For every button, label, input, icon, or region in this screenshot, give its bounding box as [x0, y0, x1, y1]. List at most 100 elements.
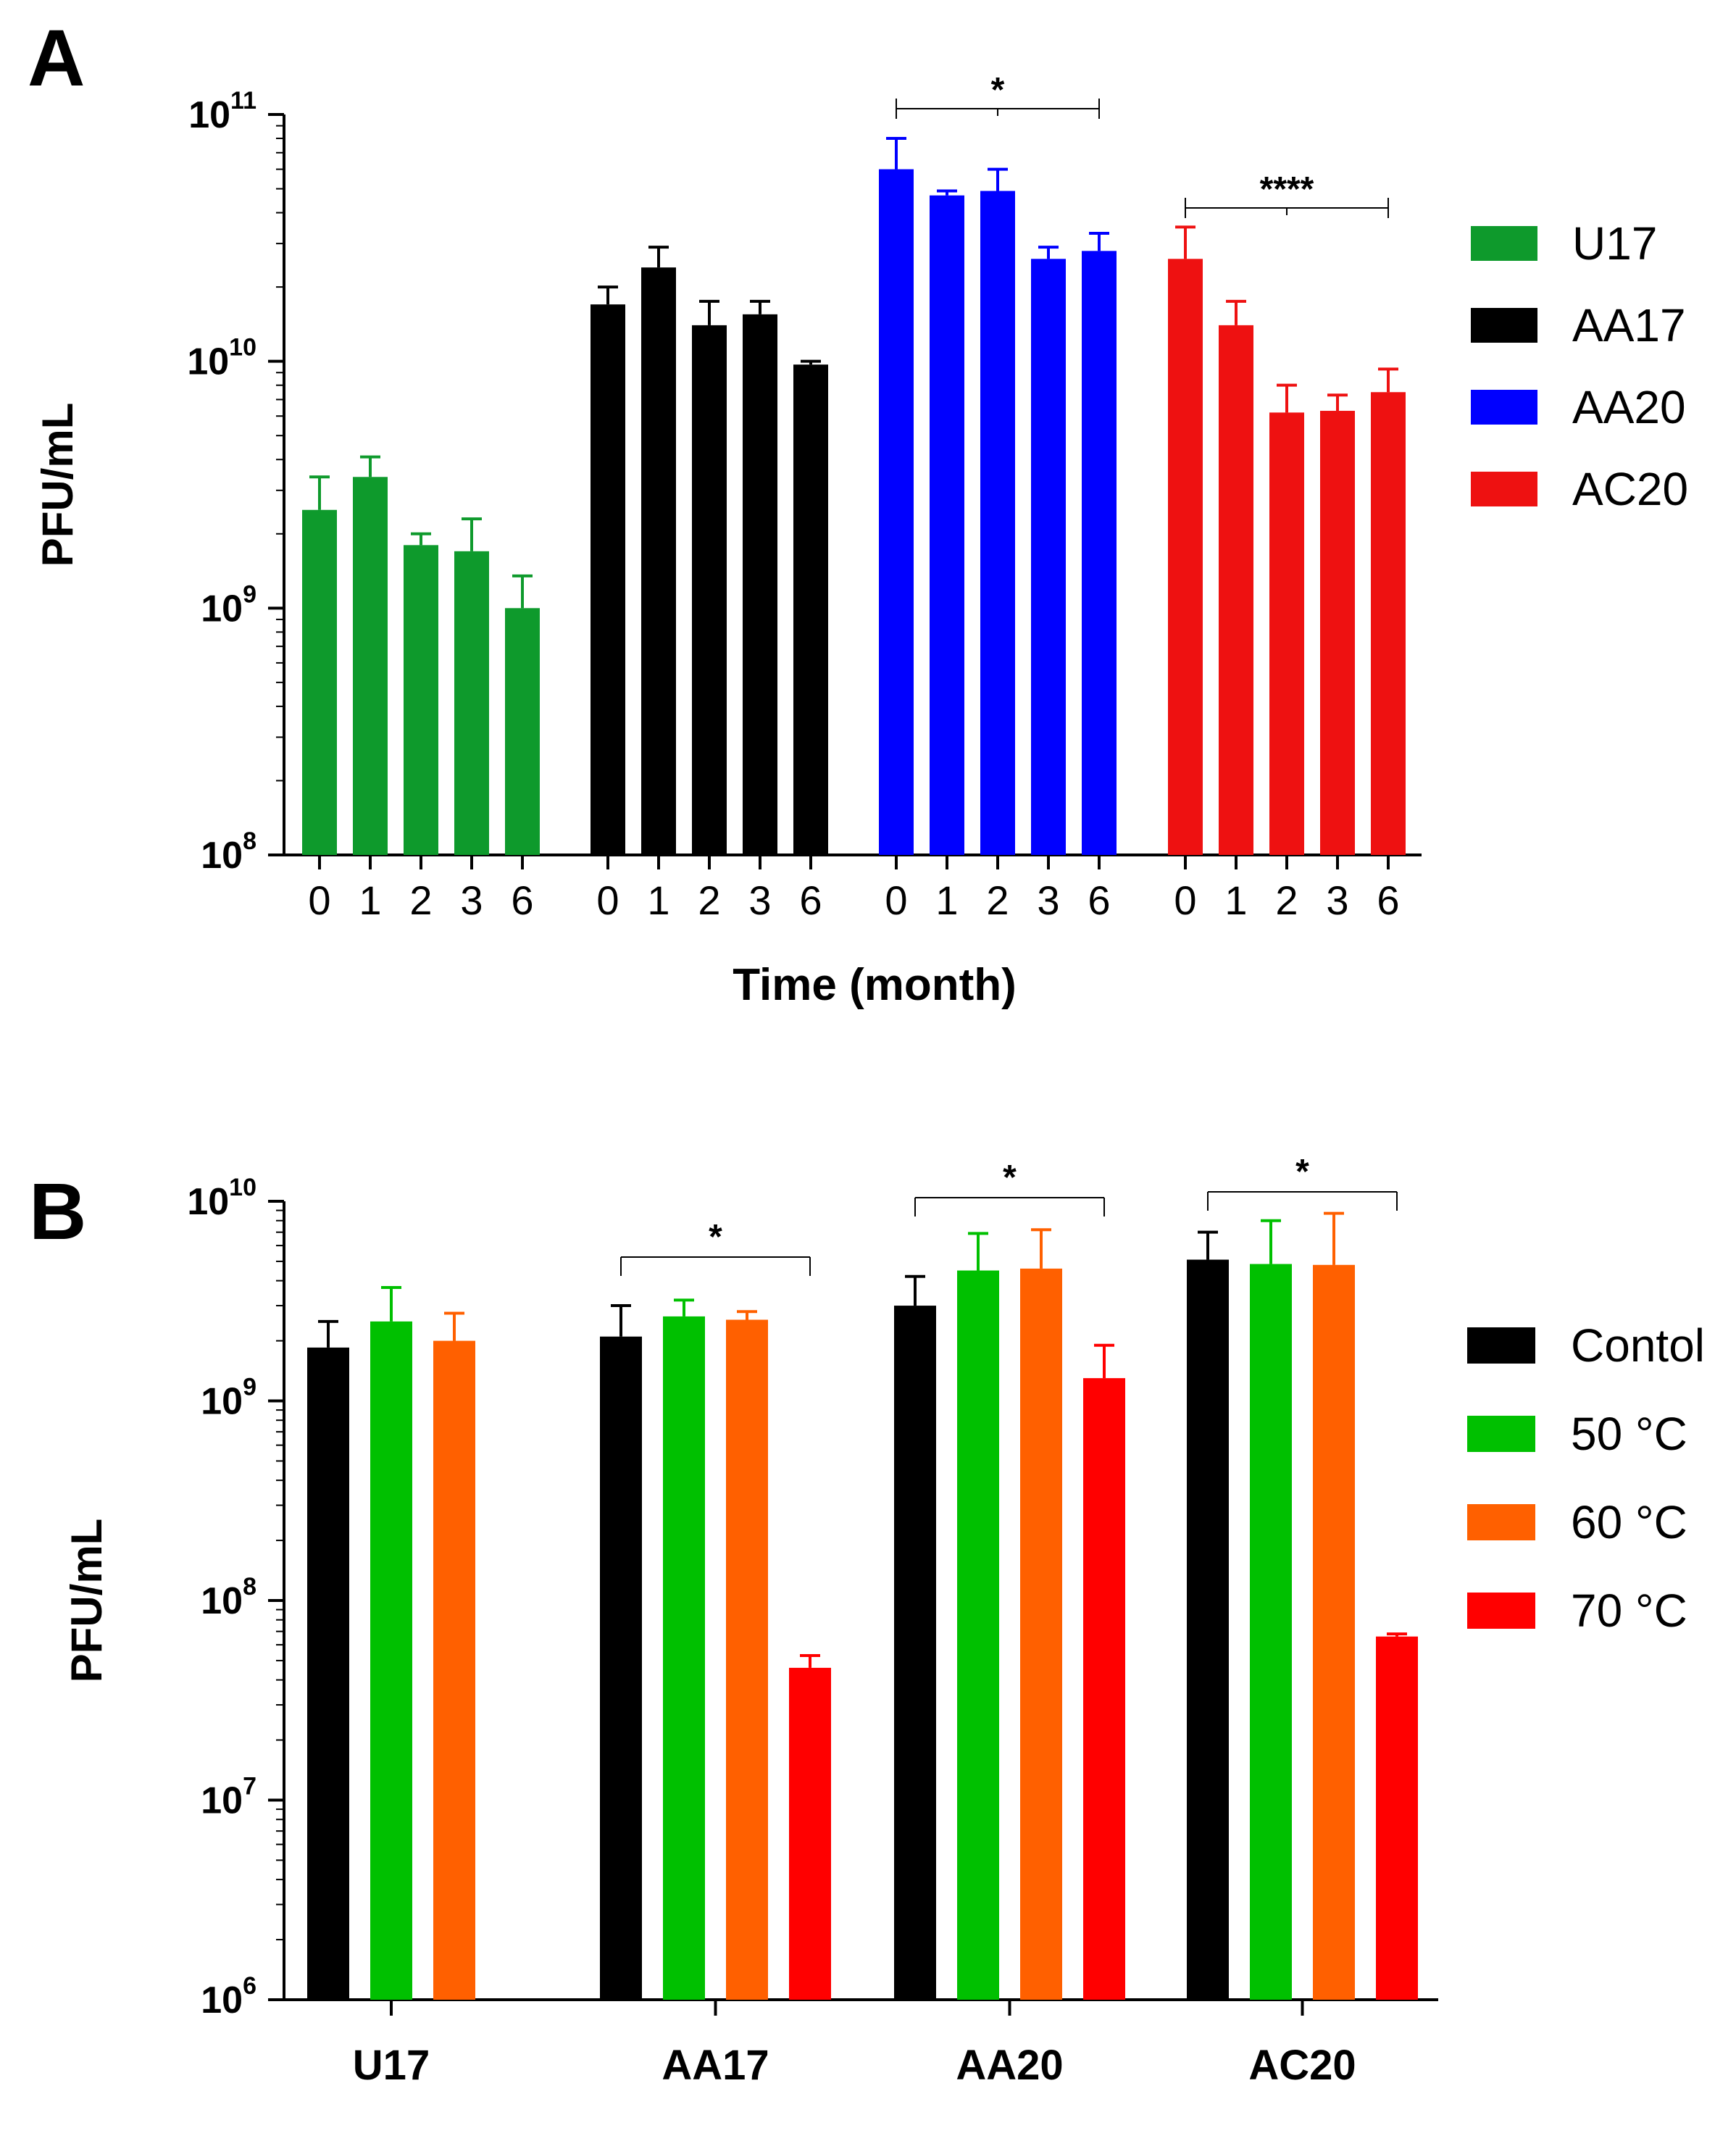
legend-label: AC20 — [1572, 463, 1688, 515]
y-tick-label: 106 — [201, 1972, 256, 2021]
legend-swatch-70 °C — [1467, 1593, 1535, 1629]
bar-AC20-0 — [1168, 259, 1203, 855]
legend-swatch-60 °C — [1467, 1504, 1535, 1540]
x-tick-label: 0 — [596, 877, 619, 923]
significance-label: * — [1003, 1159, 1017, 1197]
x-tick-label: 0 — [885, 877, 907, 923]
bar-AA20-6 — [1082, 251, 1117, 855]
bar-U17-50 °C — [370, 1321, 412, 2000]
legend-label: AA20 — [1572, 381, 1686, 433]
chart-panel-B: B 106 107 108 109 1010 PFU/mL U17 AA17 AA20 AC20 * *… — [29, 1153, 1705, 2089]
significance-label: * — [709, 1218, 722, 1256]
x-tick-label: 6 — [1088, 877, 1110, 923]
bar-AA20-50 °C — [957, 1270, 999, 2000]
x-tick-label: 3 — [748, 877, 771, 923]
legend-swatch-AA20 — [1471, 390, 1537, 425]
bar-AA20-2 — [980, 191, 1015, 855]
x-tick-label: AA17 — [662, 2042, 769, 2089]
bar-AA17-0 — [591, 304, 625, 855]
y-axis-label: PFU/mL — [33, 403, 82, 567]
x-tick-label: 3 — [1326, 877, 1348, 923]
legend-swatch-AA17 — [1471, 308, 1537, 343]
x-tick-label: 2 — [986, 877, 1009, 923]
bar-AC20-Contol — [1187, 1259, 1229, 2000]
bar-U17-6 — [505, 608, 540, 855]
bar-AA17-60 °C — [726, 1319, 768, 2000]
bar-AA20-3 — [1031, 259, 1066, 855]
bar-AA17-Contol — [600, 1336, 642, 2000]
y-tick-label: 1010 — [187, 334, 256, 383]
legend-label: Contol — [1571, 1319, 1705, 1372]
bar-AA17-50 °C — [663, 1316, 705, 2000]
bar-AC20-2 — [1269, 412, 1304, 855]
x-tick-label: 1 — [359, 877, 381, 923]
bar-U17-60 °C — [433, 1340, 475, 2000]
x-tick-label: 1 — [647, 877, 669, 923]
bars — [302, 137, 1406, 855]
x-tick-label: 1 — [1224, 877, 1247, 923]
legend-label: 60 °C — [1571, 1496, 1687, 1548]
legend-label: AA17 — [1572, 299, 1686, 351]
bar-AA20-1 — [930, 195, 964, 855]
x-tick-label: AA20 — [956, 2042, 1063, 2089]
bar-U17-1 — [353, 477, 388, 855]
y-tick-label: 109 — [201, 580, 256, 630]
y-tick-label: 1011 — [188, 87, 256, 136]
legend: U17 AA17 AA20 AC20 — [1471, 217, 1688, 515]
bar-U17-2 — [404, 545, 438, 855]
bars — [307, 1211, 1418, 2000]
bar-AA17-2 — [692, 325, 727, 855]
x-tick-label: U17 — [353, 2042, 430, 2089]
x-tick-label: 6 — [1377, 877, 1399, 923]
y-tick-label: 108 — [201, 1573, 256, 1622]
bar-U17-0 — [302, 509, 337, 855]
legend-label: U17 — [1572, 217, 1657, 270]
legend: Contol 50 °C 60 °C 70 °C — [1467, 1319, 1705, 1637]
bar-AC20-3 — [1320, 411, 1355, 855]
bar-AC20-1 — [1219, 325, 1253, 855]
x-axis-label: Time (month) — [733, 960, 1017, 1010]
significance-label: * — [1295, 1153, 1309, 1191]
x-tick-label: 1 — [935, 877, 958, 923]
legend-label: 70 °C — [1571, 1585, 1687, 1637]
bar-U17-Contol — [307, 1347, 349, 2000]
legend-swatch-U17 — [1471, 226, 1537, 261]
bar-AA20-Contol — [894, 1306, 936, 2000]
bar-AA17-1 — [641, 267, 676, 855]
bar-AA20-70 °C — [1083, 1378, 1125, 2000]
x-tick-label: 3 — [460, 877, 483, 923]
x-tick-label: 3 — [1037, 877, 1059, 923]
panel-letter: A — [28, 14, 85, 103]
bar-AC20-60 °C — [1313, 1264, 1355, 2000]
x-tick-label: 6 — [511, 877, 533, 923]
bar-AC20-50 °C — [1250, 1264, 1292, 2000]
x-tick-label: 2 — [409, 877, 432, 923]
y-tick-label: 1010 — [187, 1174, 256, 1223]
bar-AA20-0 — [879, 169, 914, 855]
bar-AA17-6 — [793, 364, 828, 855]
bar-AA20-60 °C — [1020, 1268, 1062, 2000]
x-tick-label: 6 — [799, 877, 822, 923]
bar-AA17-70 °C — [789, 1667, 831, 2000]
x-tick-label: 2 — [698, 877, 720, 923]
legend-swatch-AC20 — [1471, 472, 1537, 506]
x-tick-label: AC20 — [1248, 2042, 1356, 2089]
bar-AC20-70 °C — [1376, 1636, 1418, 2000]
x-tick-label: 2 — [1275, 877, 1298, 923]
legend-label: 50 °C — [1571, 1408, 1687, 1460]
significance-label: **** — [1260, 170, 1314, 209]
bar-AA17-3 — [743, 314, 777, 855]
x-tick-label: 0 — [1174, 877, 1196, 923]
bar-AC20-6 — [1371, 392, 1406, 855]
y-axis-label: PFU/mL — [62, 1519, 111, 1683]
y-tick-label: 107 — [201, 1773, 256, 1822]
y-tick-label: 109 — [201, 1374, 256, 1423]
legend-swatch-50 °C — [1467, 1416, 1535, 1452]
significance-label: * — [991, 71, 1005, 109]
x-tick-label: 0 — [308, 877, 330, 923]
bar-U17-3 — [454, 551, 489, 855]
legend-swatch-Contol — [1467, 1327, 1535, 1364]
y-tick-label: 108 — [201, 827, 256, 877]
